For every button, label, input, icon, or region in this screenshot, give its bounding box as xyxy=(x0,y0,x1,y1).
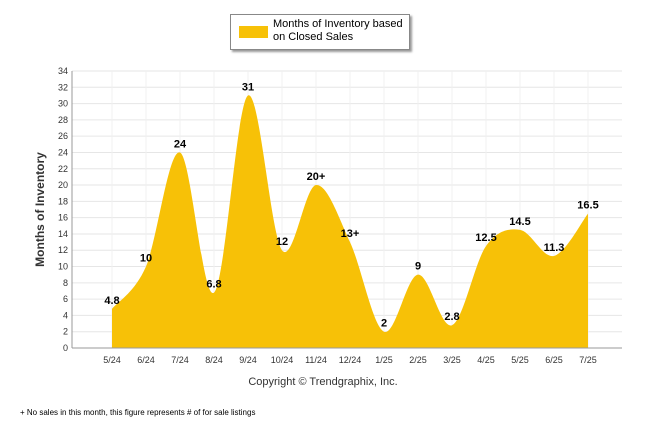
y-tick-label: 16 xyxy=(58,213,68,223)
data-label: 12.5 xyxy=(475,232,496,244)
data-label: 2 xyxy=(381,318,387,330)
footnote-text: + No sales in this month, this figure re… xyxy=(20,408,256,417)
y-tick-label: 24 xyxy=(58,147,68,157)
y-tick-label: 30 xyxy=(58,99,68,109)
y-tick-label: 34 xyxy=(58,66,68,76)
legend-label: Months of Inventory based on Closed Sale… xyxy=(273,18,403,43)
x-tick-label: 10/24 xyxy=(271,355,294,365)
y-tick-label: 12 xyxy=(58,245,68,255)
y-tick-label: 4 xyxy=(63,310,68,320)
data-label: 9 xyxy=(415,261,421,273)
data-label: 12 xyxy=(276,236,288,248)
x-tick-label: 5/24 xyxy=(103,355,121,365)
area-series xyxy=(112,95,588,348)
y-tick-label: 32 xyxy=(58,82,68,92)
data-label: 10 xyxy=(140,253,152,265)
y-tick-label: 8 xyxy=(63,278,68,288)
data-label: 4.8 xyxy=(104,295,119,307)
data-label: 11.3 xyxy=(544,242,565,254)
data-label: 31 xyxy=(242,81,254,93)
y-tick-label: 28 xyxy=(58,115,68,125)
data-label: 2.8 xyxy=(444,311,459,323)
y-tick-label: 10 xyxy=(58,262,68,272)
x-tick-label: 9/24 xyxy=(239,355,257,365)
copyright-text: Copyright © Trendgraphix, Inc. xyxy=(248,376,398,388)
y-axis-title: Months of Inventory xyxy=(33,152,47,267)
x-tick-label: 5/25 xyxy=(511,355,529,365)
x-tick-label: 3/25 xyxy=(443,355,461,365)
x-tick-label: 11/24 xyxy=(305,355,327,365)
x-tick-label: 2/25 xyxy=(409,355,427,365)
legend-swatch xyxy=(239,26,268,38)
x-tick-label: 1/25 xyxy=(375,355,393,365)
legend: Months of Inventory based on Closed Sale… xyxy=(230,14,410,50)
y-tick-label: 2 xyxy=(63,327,68,337)
y-tick-label: 0 xyxy=(63,343,68,353)
y-tick-label: 6 xyxy=(63,294,68,304)
x-tick-label: 6/24 xyxy=(137,355,155,365)
data-label: 24 xyxy=(174,138,187,150)
x-tick-label: 7/24 xyxy=(171,355,189,365)
data-label: 14.5 xyxy=(509,216,530,228)
x-tick-label: 4/25 xyxy=(477,355,495,365)
x-tick-label: 8/24 xyxy=(205,355,223,365)
y-tick-label: 20 xyxy=(58,180,68,190)
x-tick-label: 6/25 xyxy=(545,355,563,365)
data-label: 16.5 xyxy=(577,200,598,212)
data-label: 13+ xyxy=(341,228,360,240)
x-tick-label: 7/25 xyxy=(579,355,597,365)
y-tick-label: 14 xyxy=(58,229,68,239)
y-tick-label: 26 xyxy=(58,131,68,141)
data-label: 20+ xyxy=(307,171,326,183)
data-label: 6.8 xyxy=(206,279,221,291)
x-tick-label: 12/24 xyxy=(339,355,362,365)
y-tick-label: 22 xyxy=(58,164,68,174)
y-tick-label: 18 xyxy=(58,196,68,206)
